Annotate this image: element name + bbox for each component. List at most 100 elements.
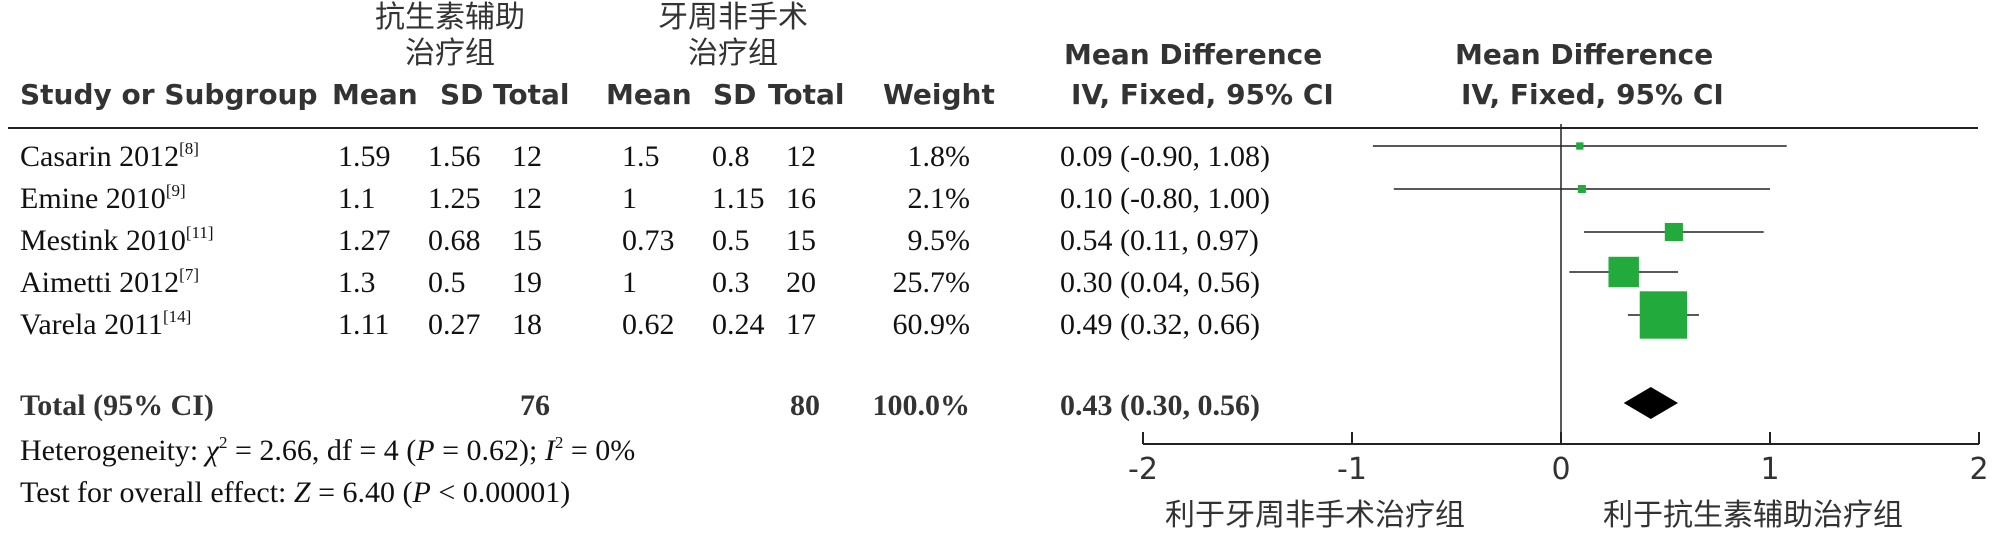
study-name: Casarin 2012[8] [20,140,199,174]
study-weight: 60.9% [892,308,971,341]
study-sd2: 0.24 [712,308,765,341]
mean2-column-header: Mean [606,78,692,111]
study-total2: 12 [786,140,816,173]
total2-sum: 80 [790,389,820,422]
study-mean2: 0.73 [622,224,675,257]
study-name-text: Varela 2011 [20,308,163,341]
study-weight: 1.8% [907,140,971,173]
pooled-diamond [1623,387,1679,419]
total-weight: 100.0% [872,389,971,422]
heterogeneity-p-symbol: P [416,434,435,467]
total2-column-header: Total [768,78,845,111]
i-power: 2 [554,433,564,452]
study-name: Aimetti 2012[7] [20,266,199,300]
heterogeneity-prefix: Heterogeneity: [20,434,206,467]
study-reference: [8] [179,139,199,158]
x-tick-label: -2 [1128,452,1158,487]
study-total1: 12 [512,140,542,173]
study-total1: 19 [512,266,542,299]
study-total2: 17 [786,308,816,341]
overall-mid: = 6.40 ( [310,476,413,509]
study-mean2: 1 [622,182,637,215]
heterogeneity-end: = 0% [563,434,636,467]
sd1-column-header: SD [440,78,484,111]
total-label: Total (95% CI) [20,389,214,422]
x-tick-label: 0 [1551,452,1571,487]
study-name: Emine 2010[9] [20,182,186,216]
study-weight: 25.7% [892,266,971,299]
study-reference: [7] [179,265,199,284]
study-weight: 9.5% [907,224,971,257]
favours-left-label: 利于牙周非手术治疗组 [1165,498,1465,533]
x-tick-label: -1 [1337,452,1367,487]
study-sd2: 0.8 [712,140,750,173]
study-effect-square [1639,291,1688,339]
study-column-header: Study or Subgroup [20,78,318,111]
favours-right-label: 利于抗生素辅助治疗组 [1603,498,1903,533]
study-effect-square [1577,185,1586,193]
study-total2: 20 [786,266,816,299]
chi-power: 2 [218,433,228,452]
study-total2: 15 [786,224,816,257]
study-mean2: 1 [622,266,637,299]
weight-column-header: Weight [883,78,995,111]
overall-p-symbol: P [412,476,431,509]
md-plot-subtitle: IV, Fixed, 95% CI [1461,78,1724,111]
study-sd2: 0.5 [712,224,750,257]
study-sd1: 1.56 [428,140,481,173]
study-total2: 16 [786,182,816,215]
study-name-text: Mestink 2010 [20,224,186,257]
study-mean1: 1.1 [338,182,376,215]
group1-header-line2: 治疗组 [405,36,495,71]
total1-column-header: Total [493,78,570,111]
study-reference: [11] [185,223,214,242]
study-sd1: 0.27 [428,308,481,341]
study-effect-square [1664,222,1683,242]
study-name-text: Casarin 2012 [20,140,180,173]
heterogeneity-mid1: = 2.66, df = 4 ( [227,434,417,467]
z-symbol: Z [293,476,311,509]
chi-symbol: χ [205,434,219,467]
study-mean1: 1.27 [338,224,391,257]
study-ci-text: 0.49 (0.32, 0.66) [1060,308,1260,341]
study-effect-square [1576,142,1584,150]
study-reference: [9] [165,181,186,200]
study-sd2: 1.15 [712,182,765,215]
md-table-title: Mean Difference [1064,38,1323,71]
study-mean1: 1.11 [338,308,390,341]
study-weight: 2.1% [907,182,971,215]
study-total1: 15 [512,224,542,257]
study-sd1: 0.5 [428,266,466,299]
header-divider [8,127,1978,129]
study-mean2: 1.5 [622,140,660,173]
study-ci-text: 0.30 (0.04, 0.56) [1060,266,1260,299]
heterogeneity-mid2: = 0.62); [434,434,545,467]
study-ci-text: 0.54 (0.11, 0.97) [1060,224,1259,257]
study-total1: 12 [512,182,542,215]
study-mean2: 0.62 [622,308,675,341]
group2-header: 牙周非手术 治疗组 [628,0,838,72]
study-mean1: 1.3 [338,266,376,299]
md-plot-title: Mean Difference [1455,38,1714,71]
study-name: Mestink 2010[11] [20,224,214,258]
study-ci-text: 0.09 (-0.90, 1.08) [1060,140,1270,173]
study-effect-square [1608,256,1639,288]
x-tick-label: 1 [1760,452,1780,487]
study-sd1: 1.25 [428,182,481,215]
study-name-text: Emine 2010 [20,182,166,215]
study-sd1: 0.68 [428,224,481,257]
mean1-column-header: Mean [332,78,418,111]
overall-effect-text: Test for overall effect: Z = 6.40 (P < 0… [20,476,570,510]
heterogeneity-text: Heterogeneity: χ2 = 2.66, df = 4 (P = 0.… [20,434,635,468]
total1-sum: 76 [520,389,550,422]
study-mean1: 1.59 [338,140,391,173]
total-ci: 0.43 (0.30, 0.56) [1060,389,1260,422]
overall-end: < 0.00001) [430,476,571,509]
study-name: Varela 2011[14] [20,308,191,342]
x-tick-label: 2 [1969,452,1989,487]
group2-header-line1: 牙周非手术 [658,0,808,35]
study-ci-text: 0.10 (-0.80, 1.00) [1060,182,1270,215]
i-symbol: I [544,434,555,467]
study-total1: 18 [512,308,542,341]
